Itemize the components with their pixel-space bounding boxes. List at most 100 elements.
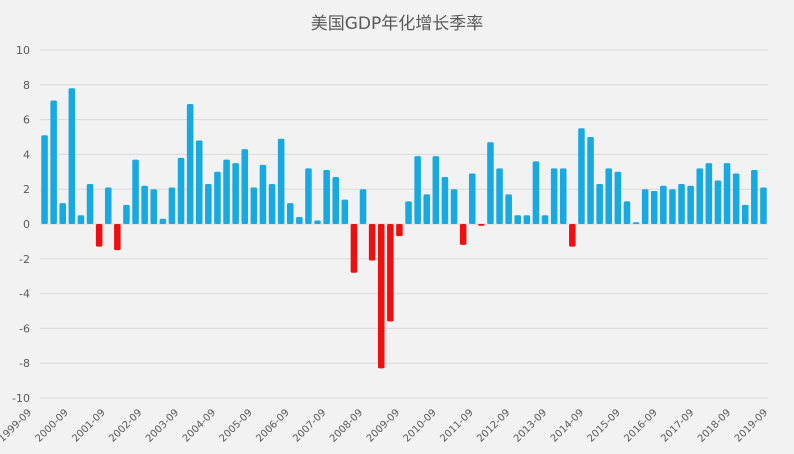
y-tick-label: 0 xyxy=(23,218,30,231)
bar xyxy=(687,185,694,224)
bar xyxy=(241,149,249,224)
y-tick-label: -10 xyxy=(12,392,30,405)
bar xyxy=(723,163,731,224)
bar xyxy=(523,215,531,224)
bar xyxy=(277,138,285,224)
bar xyxy=(114,224,121,251)
y-tick-label: 10 xyxy=(16,44,30,57)
bar xyxy=(751,170,758,224)
bar xyxy=(368,224,376,261)
bar xyxy=(223,159,230,224)
x-tick-label: 2012-09 xyxy=(475,407,512,444)
x-tick-label: 2006-09 xyxy=(254,407,291,444)
y-tick-label: -2 xyxy=(19,253,30,266)
bar xyxy=(195,140,203,224)
bar xyxy=(132,159,139,224)
bar xyxy=(68,88,76,224)
bar xyxy=(541,215,549,224)
x-tick-label: 2016-09 xyxy=(622,407,659,444)
bar xyxy=(423,194,431,224)
bar xyxy=(86,183,94,224)
bar xyxy=(59,203,67,224)
x-tick-label: 2008-09 xyxy=(328,407,365,444)
x-tick-label: 2005-09 xyxy=(218,407,255,444)
bar xyxy=(614,171,622,224)
bar xyxy=(396,224,403,237)
bar xyxy=(559,168,567,224)
y-tick-label: 6 xyxy=(23,114,30,127)
bar xyxy=(332,177,340,224)
x-tick-label: 2013-09 xyxy=(512,407,549,444)
bar xyxy=(341,199,349,224)
x-tick-label: 2017-09 xyxy=(659,407,696,444)
bar xyxy=(732,173,740,224)
bar xyxy=(177,157,185,224)
bar xyxy=(605,168,613,224)
bar xyxy=(741,204,749,224)
bar xyxy=(150,189,158,224)
bar xyxy=(441,177,449,224)
bar xyxy=(141,185,148,224)
x-tick-label: 2007-09 xyxy=(291,407,328,444)
bar xyxy=(168,187,176,224)
bar xyxy=(478,224,485,226)
y-tick-label: 4 xyxy=(23,148,30,161)
bar xyxy=(387,224,394,322)
bar xyxy=(123,204,130,224)
bar xyxy=(205,183,212,224)
bar xyxy=(487,142,494,224)
x-tick-label: 2000-09 xyxy=(34,407,71,444)
bar xyxy=(314,220,321,224)
bar xyxy=(159,218,167,224)
bar xyxy=(696,168,704,224)
bar xyxy=(496,168,503,224)
x-tick-label: 2009-09 xyxy=(365,407,402,444)
bar xyxy=(596,183,603,224)
bar xyxy=(95,224,103,247)
x-tick-label: 2003-09 xyxy=(144,407,181,444)
bar xyxy=(669,189,676,224)
bar xyxy=(350,224,358,273)
y-tick-label: 8 xyxy=(23,79,30,92)
bar xyxy=(714,180,722,224)
bar xyxy=(250,187,258,224)
bar xyxy=(459,224,467,245)
bar xyxy=(232,163,239,224)
bar xyxy=(214,171,221,224)
x-tick-label: 1999-09 xyxy=(0,407,34,444)
bar xyxy=(405,201,412,224)
bar xyxy=(432,156,440,224)
bar xyxy=(632,222,640,224)
bar xyxy=(550,168,558,224)
bar xyxy=(650,190,658,224)
bar xyxy=(41,135,48,224)
x-tick-label: 2001-09 xyxy=(70,407,107,444)
chart-title: 美国GDP年化增长季率 xyxy=(310,14,484,34)
bar xyxy=(323,170,330,224)
bar xyxy=(705,163,713,224)
y-tick-label: 2 xyxy=(23,183,30,196)
bar xyxy=(286,203,294,224)
x-tick-label: 2004-09 xyxy=(181,407,218,444)
bar xyxy=(660,185,667,224)
x-tick-label: 2018-09 xyxy=(696,407,733,444)
bar xyxy=(104,187,112,224)
x-tick-label: 2002-09 xyxy=(107,407,144,444)
y-tick-label: -6 xyxy=(19,322,30,335)
bar xyxy=(186,103,194,224)
bar xyxy=(578,128,585,224)
bar xyxy=(505,194,512,224)
bar xyxy=(532,161,540,224)
y-tick-label: -4 xyxy=(19,288,30,301)
bar xyxy=(587,137,594,224)
bar xyxy=(450,189,458,224)
bar xyxy=(678,183,685,224)
bar xyxy=(259,164,267,224)
bar xyxy=(468,173,476,224)
bar xyxy=(50,100,57,224)
bar xyxy=(305,168,312,224)
x-tick-label: 2011-09 xyxy=(438,407,475,444)
bar xyxy=(377,224,385,369)
